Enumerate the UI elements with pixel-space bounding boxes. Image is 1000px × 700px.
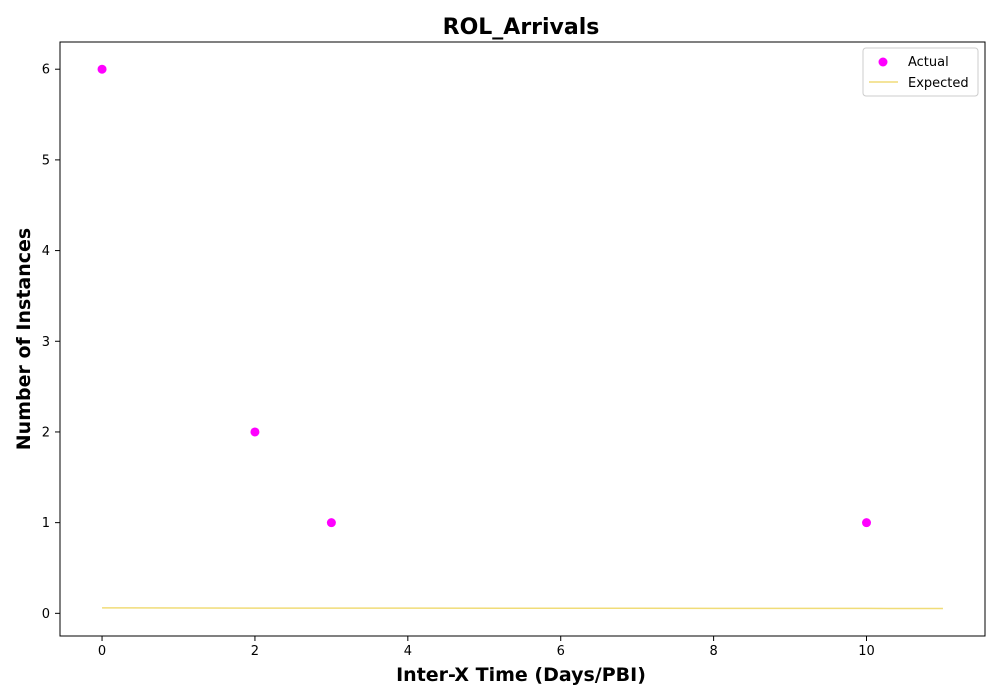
plot-frame bbox=[59, 41, 986, 637]
y-tick-label: 3 bbox=[42, 335, 50, 350]
legend-marker-actual bbox=[878, 57, 888, 67]
y-tick-label: 4 bbox=[42, 244, 50, 259]
legend-label-actual: Actual bbox=[908, 55, 949, 70]
y-tick-label: 6 bbox=[42, 63, 50, 78]
actual-data-point bbox=[97, 64, 107, 74]
y-tick-label: 0 bbox=[42, 607, 50, 622]
actual-data-point bbox=[250, 427, 260, 437]
chart-title: ROL_Arrivals bbox=[443, 15, 600, 40]
x-tick-label: 0 bbox=[98, 644, 106, 659]
x-tick-label: 8 bbox=[709, 644, 717, 659]
x-tick-label: 4 bbox=[404, 644, 412, 659]
actual-data-point bbox=[862, 518, 872, 528]
y-tick-label: 2 bbox=[42, 425, 50, 440]
x-tick-label: 10 bbox=[858, 644, 875, 659]
y-tick-label: 1 bbox=[42, 516, 50, 531]
y-tick-label: 5 bbox=[42, 153, 50, 168]
legend-label-expected: Expected bbox=[908, 76, 969, 91]
y-axis-label: Number of Instances bbox=[13, 228, 35, 450]
x-tick-label: 2 bbox=[251, 644, 259, 659]
x-tick-label: 6 bbox=[557, 644, 565, 659]
legend: Actual Expected bbox=[862, 47, 979, 97]
expected-series-line bbox=[102, 607, 943, 610]
actual-data-point bbox=[326, 518, 336, 528]
legend-box bbox=[862, 47, 979, 97]
x-axis-label: Inter-X Time (Days/PBI) bbox=[396, 664, 646, 686]
plot-area: 0 2 4 6 8 10 0 1 2 3 4 5 6 bbox=[42, 41, 986, 659]
